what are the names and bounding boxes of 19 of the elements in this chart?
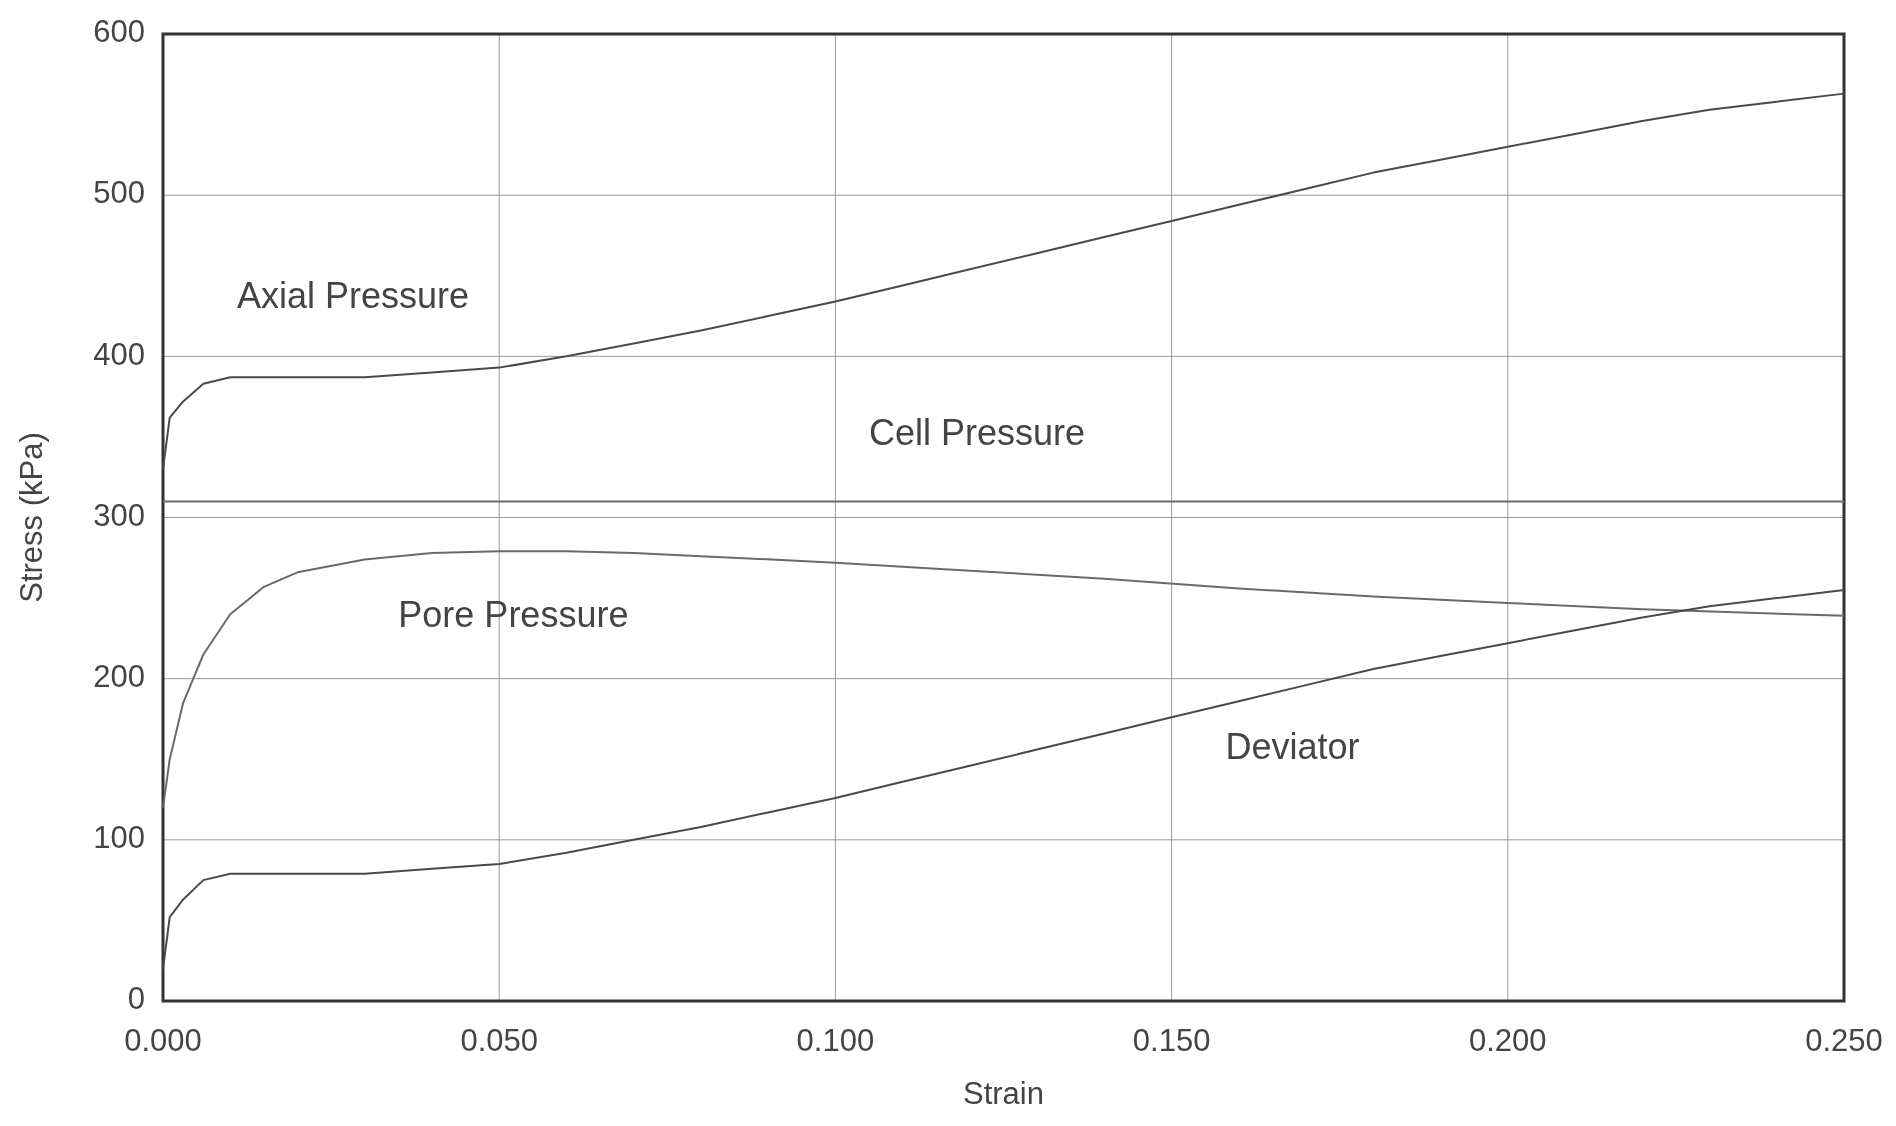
y-tick-label: 400 (93, 336, 145, 372)
x-tick-label: 0.000 (124, 1023, 202, 1058)
series-label: Deviator (1225, 726, 1360, 768)
x-tick-label: 0.050 (460, 1023, 538, 1058)
y-axis-title: Stress (kPa) (14, 432, 49, 603)
y-tick-label: 500 (93, 175, 145, 211)
x-tick-label: 0.100 (796, 1023, 875, 1058)
y-tick-label: 300 (93, 497, 145, 533)
y-tick-label: 0 (127, 981, 145, 1017)
x-tick-label: 0.250 (1805, 1023, 1883, 1058)
y-tick-label: 200 (93, 658, 145, 694)
x-tick-label: 0.200 (1469, 1023, 1547, 1058)
series-label: Pore Pressure (398, 594, 629, 636)
series-label: Axial Pressure (236, 274, 470, 316)
series-label: Cell Pressure (869, 411, 1086, 453)
y-tick-label: 100 (93, 820, 145, 856)
y-tick-label: 600 (93, 14, 145, 50)
x-tick-label: 0.150 (1132, 1023, 1211, 1058)
x-axis-title: Strain (963, 1076, 1044, 1111)
